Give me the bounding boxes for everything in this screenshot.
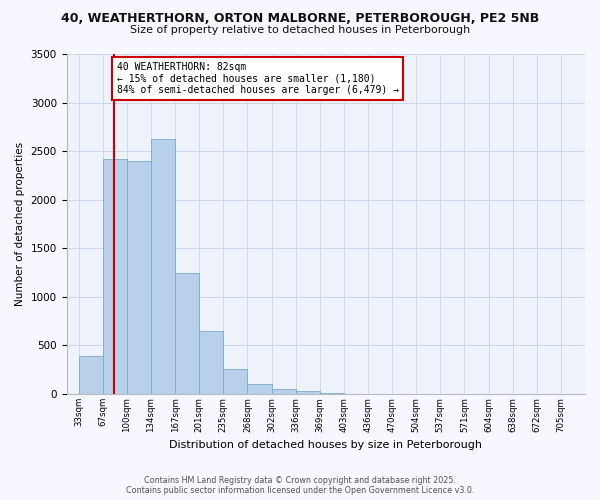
Bar: [247, 384, 272, 394]
Bar: [223, 369, 247, 394]
Bar: [199, 331, 223, 394]
Bar: [320, 392, 344, 394]
Bar: [151, 140, 175, 394]
Bar: [127, 161, 151, 394]
Text: 40 WEATHERTHORN: 82sqm
← 15% of detached houses are smaller (1,180)
84% of semi-: 40 WEATHERTHORN: 82sqm ← 15% of detached…: [116, 62, 398, 95]
Text: Size of property relative to detached houses in Peterborough: Size of property relative to detached ho…: [130, 25, 470, 35]
Bar: [103, 159, 127, 394]
Bar: [175, 272, 199, 394]
Bar: [272, 388, 296, 394]
Text: 40, WEATHERTHORN, ORTON MALBORNE, PETERBOROUGH, PE2 5NB: 40, WEATHERTHORN, ORTON MALBORNE, PETERB…: [61, 12, 539, 26]
Text: Contains HM Land Registry data © Crown copyright and database right 2025.
Contai: Contains HM Land Registry data © Crown c…: [126, 476, 474, 495]
Bar: [296, 391, 320, 394]
Bar: [79, 356, 103, 394]
Y-axis label: Number of detached properties: Number of detached properties: [15, 142, 25, 306]
X-axis label: Distribution of detached houses by size in Peterborough: Distribution of detached houses by size …: [169, 440, 482, 450]
